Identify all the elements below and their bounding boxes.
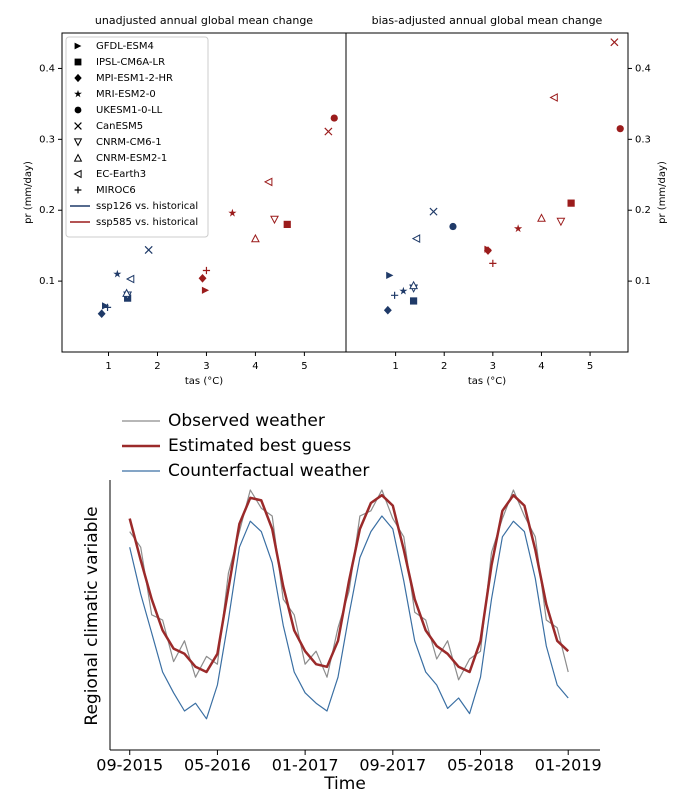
marker	[74, 58, 82, 66]
marker	[616, 125, 624, 133]
legend-label: MRI-ESM2-0	[96, 89, 156, 100]
marker	[74, 186, 82, 194]
legend-label: GFDL-ESM4	[96, 41, 154, 52]
marker	[202, 266, 211, 275]
marker	[270, 215, 279, 225]
marker	[73, 138, 83, 147]
marker	[102, 302, 110, 310]
marker	[113, 269, 122, 278]
marker	[399, 286, 408, 295]
x-tick-label: 1	[105, 361, 111, 372]
marker	[74, 106, 82, 114]
marker	[228, 208, 237, 217]
x-tick-label: 3	[203, 361, 209, 372]
marker	[201, 286, 210, 294]
panel-title: unadjusted annual global mean change	[95, 14, 313, 27]
marker	[567, 199, 575, 207]
x-tick-label: 1	[392, 361, 398, 372]
marker	[97, 309, 106, 318]
y-tick-label: 0.1	[635, 276, 651, 287]
series-line	[129, 515, 569, 720]
legend-label: MIROC6	[96, 185, 136, 196]
marker	[144, 245, 153, 254]
y-axis-label: Regional climatic variable	[82, 506, 102, 725]
marker	[198, 274, 207, 283]
legend-label: ssp126 vs. historical	[96, 201, 198, 212]
y-axis-label: pr (mm/day)	[23, 161, 34, 224]
marker	[556, 217, 566, 227]
x-tick-label: 01-2019	[535, 756, 602, 775]
marker	[74, 122, 82, 130]
x-tick-label: 4	[538, 361, 544, 372]
x-axis-label: tas (°C)	[185, 376, 223, 387]
legend-label: Estimated best guess	[168, 436, 351, 456]
legend-label: MPI-ESM1-2-HR	[96, 73, 173, 84]
x-axis-label: Time	[323, 774, 366, 794]
x-tick-label: 05-2016	[184, 756, 251, 775]
x-tick-label: 4	[252, 361, 258, 372]
plot-frame	[345, 32, 629, 353]
x-axis-label: tas (°C)	[468, 376, 506, 387]
y-tick-label: 0.3	[39, 134, 55, 145]
marker	[250, 233, 260, 243]
panel-title: bias-adjusted annual global mean change	[372, 14, 603, 27]
x-tick-label: 5	[301, 361, 307, 372]
x-tick-label: 5	[587, 361, 593, 372]
marker	[449, 222, 457, 231]
x-tick-label: 01-2017	[272, 756, 339, 775]
marker	[537, 213, 546, 222]
marker	[514, 224, 523, 233]
legend-label: CNRM-CM6-1	[96, 137, 162, 148]
y-tick-label: 0.4	[635, 63, 651, 74]
legend-label: CNRM-ESM2-1	[96, 153, 167, 164]
y-tick-label: 0.2	[39, 205, 55, 216]
y-tick-label: 0.3	[635, 134, 651, 145]
marker	[610, 38, 619, 47]
marker	[429, 207, 438, 216]
legend-label: IPSL-CM6A-LR	[96, 57, 165, 68]
marker	[74, 73, 82, 83]
legend-label: Observed weather	[168, 411, 325, 431]
marker	[484, 246, 492, 255]
marker	[383, 305, 392, 315]
x-tick-label: 09-2015	[96, 756, 163, 775]
marker	[103, 303, 112, 311]
y-axis-label: pr (mm/day)	[657, 161, 668, 224]
marker	[409, 297, 418, 305]
marker	[411, 234, 421, 244]
marker	[489, 259, 497, 267]
marker	[549, 93, 558, 102]
x-tick-label: 05-2018	[447, 756, 514, 775]
marker	[263, 177, 273, 187]
marker	[74, 42, 82, 50]
legend-label: Counterfactual weather	[168, 461, 369, 481]
legend-label: ssp585 vs. historical	[96, 217, 198, 228]
marker	[73, 169, 82, 179]
marker	[283, 220, 291, 228]
y-tick-label: 0.1	[39, 276, 55, 287]
marker	[330, 114, 338, 122]
marker	[324, 127, 333, 136]
marker	[73, 153, 83, 162]
marker	[122, 288, 132, 297]
marker	[391, 291, 399, 299]
x-tick-label: 2	[154, 361, 160, 372]
marker	[386, 271, 394, 279]
y-tick-label: 0.4	[39, 63, 55, 74]
x-tick-label: 09-2017	[359, 756, 426, 775]
legend-label: UKESM1-0-LL	[96, 105, 163, 116]
legend-label: CanESM5	[96, 121, 143, 132]
legend-label: EC-Earth3	[96, 169, 146, 180]
x-tick-label: 3	[490, 361, 496, 372]
marker	[74, 89, 82, 98]
marker	[125, 274, 135, 284]
legend-box	[65, 36, 209, 238]
series-line	[128, 493, 570, 674]
marker	[409, 280, 419, 290]
x-tick-label: 2	[441, 361, 447, 372]
y-tick-label: 0.2	[635, 205, 651, 216]
